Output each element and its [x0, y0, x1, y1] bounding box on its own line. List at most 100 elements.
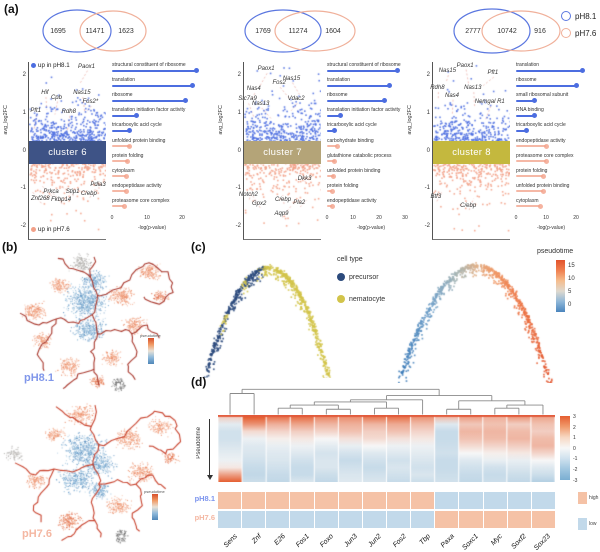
heatmap-colorbar-tick: -1: [573, 456, 578, 463]
venn-count: 1769: [255, 28, 271, 35]
go-term-bar: [516, 69, 582, 72]
go-term-bar: [112, 205, 125, 208]
annotation-cell: [290, 511, 314, 528]
annotation-cell: [411, 511, 435, 528]
go-term-dot: [190, 83, 195, 89]
gene-label: Paox1: [78, 63, 96, 70]
volcano-y-axis-label: avg_log2FC: [3, 105, 9, 135]
umap-plot: [2, 396, 188, 548]
gene-label: Dkk3: [297, 175, 312, 182]
heatmap-gene-label: Paxa: [439, 533, 456, 550]
umap-condition-label: pH7.6: [22, 528, 52, 540]
volcano-legend-up-label: up in pH8.1: [38, 62, 70, 69]
annotation-cell: [218, 492, 242, 509]
venn-count: 1623: [118, 28, 134, 35]
volcano-y-tick: -1: [235, 185, 241, 192]
volcano-y-tick: 1: [426, 109, 430, 116]
gene-label: Btf3: [430, 194, 442, 201]
volcano-y-tick: -1: [424, 185, 430, 192]
venn-ellipse-ph76: [79, 10, 147, 52]
condition-row-label: pH8.1: [194, 494, 215, 503]
heatmap-gene-label: Sens: [222, 533, 239, 550]
venn-count: 10742: [497, 28, 517, 35]
annotation-cell: [242, 492, 266, 509]
volcano-y-tick: -2: [20, 222, 26, 229]
annotation-cell: [459, 492, 483, 509]
go-term-label: translation initiation factor activity: [327, 107, 401, 114]
go-x-tick: 0: [110, 215, 114, 221]
gene-label: C/ebp: [460, 203, 477, 209]
go-term-label: translation initiation factor activity: [112, 107, 186, 114]
annotation-legend-label: high: [589, 495, 599, 501]
go-term-dot: [579, 68, 585, 73]
volcano-y-tick: 1: [22, 109, 26, 116]
volcano-plot: cluster 6 up in pH8.1 up in pH7.6: [28, 62, 106, 240]
pseudotime-axis-arrowhead-icon: [206, 475, 213, 480]
volcano-plot: cluster 8: [432, 62, 510, 240]
panel-c: cell type precursor nematocyte pseudotime 15…: [190, 240, 600, 383]
go-term-label: unfolded protein binding: [516, 182, 570, 189]
go-term-label: cytoplasm: [516, 197, 539, 204]
volcano-y-tick: -2: [235, 222, 241, 229]
go-term-bar: [516, 114, 534, 117]
gene-label: Nas13: [252, 100, 270, 107]
go-term-bar: [112, 84, 193, 87]
go-term-bar: [327, 69, 398, 72]
annotation-cell: [266, 511, 290, 528]
volcano-plot: cluster 7: [243, 62, 321, 240]
heatmap-gene-label: Fos1: [295, 533, 312, 549]
go-term-bar: [112, 160, 128, 163]
gene-label: Rdh8: [430, 85, 445, 92]
go-term-label: RNA binding: [516, 107, 544, 114]
gene-label: Pft1: [30, 107, 42, 114]
pseudotime-tick: 15: [568, 263, 575, 269]
annotation-cell: [531, 511, 555, 528]
panel-b: pH8.1 pseudotime pH7.6 pseudotime: [0, 240, 195, 552]
go-term-bar: [112, 190, 126, 193]
go-term-label: translation: [112, 77, 136, 84]
cluster-group: avg_log2FC 2 1 0 -1 -2 cluster 7 Paox1 Nas15 Fos2…: [215, 0, 411, 240]
pseudotime-tick: 0: [568, 302, 572, 308]
annotation-cell: [507, 492, 531, 509]
go-term-dot: [193, 68, 199, 73]
go-dotplot: translation ribosome small ribosomal subun…: [514, 62, 600, 240]
go-term-label: protein folding: [327, 182, 359, 189]
annotation-cell: [314, 492, 338, 509]
go-term-bar: [112, 114, 137, 117]
go-term-label: protein folding: [516, 167, 548, 174]
volcano-y-tick: 0: [22, 147, 26, 154]
go-term-label: cytoplasm: [112, 167, 135, 174]
annotation-cell: [242, 511, 266, 528]
annotation-cell: [338, 492, 362, 509]
venn-count: 11274: [289, 28, 308, 35]
go-term-bar: [327, 205, 333, 208]
go-term-bar: [112, 129, 130, 132]
go-term-label: ribosome: [112, 92, 133, 99]
venn-ellipse-ph76: [274, 10, 356, 52]
go-x-tick: 0: [514, 215, 518, 221]
go-term-dot: [394, 68, 400, 73]
go-term-label: structural constituent of ribosome: [112, 62, 186, 68]
go-x-tick: 10: [350, 215, 356, 221]
heatmap-colorbar-tick: -2: [573, 467, 578, 473]
venn-count: 1695: [50, 28, 66, 35]
go-x-axis-label: -log(p-value): [356, 225, 386, 231]
up-dot-icon: [31, 63, 36, 68]
volcano-y-axis-label: avg_log2FC: [218, 105, 224, 135]
go-dotplot: structural constituent of ribosome transl…: [326, 62, 411, 240]
heatmap-colorbar-tick: 2: [573, 424, 576, 431]
venn-count: 1604: [325, 28, 341, 35]
umap-colorbar-label: pseudotime: [140, 333, 161, 338]
heatmap: [218, 415, 555, 482]
gene-label: Pla2: [293, 199, 306, 206]
go-term-bar: [327, 145, 338, 147]
cluster-group: avg_log2FC 2 1 0 -1 -2 cluster 6 up in pH8.1 up …: [0, 0, 199, 240]
gene-label: Fkbp14: [51, 196, 72, 203]
go-term-dot: [123, 188, 129, 194]
pseudotime-tick: 5: [568, 289, 572, 295]
go-term-bar: [327, 99, 385, 102]
heatmap-gene-label: Foxo: [319, 533, 336, 549]
annotation-cell: [338, 511, 362, 528]
go-term-dot: [329, 188, 335, 194]
go-x-tick: 10: [543, 215, 549, 221]
